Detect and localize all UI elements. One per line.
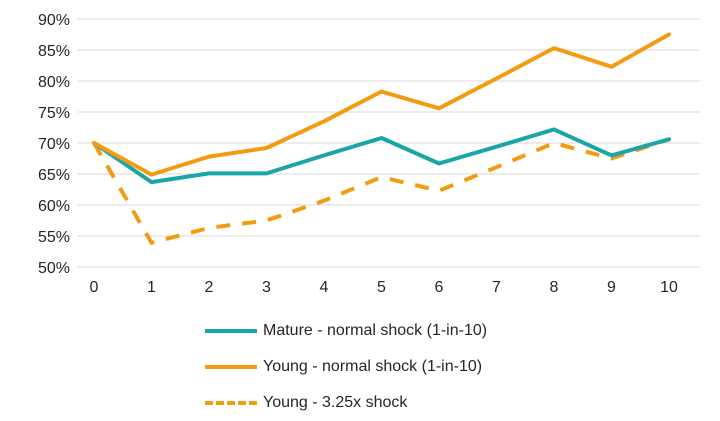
y-tick-label: 90% (38, 12, 70, 29)
x-tick-label: 1 (147, 279, 156, 296)
y-axis-tick-labels: 50% 55% 60% 65% 70% 75% 80% 85% 90% (38, 12, 70, 277)
legend-label-young-3x: Young - 3.25x shock (263, 394, 408, 411)
y-tick-label: 75% (38, 105, 70, 122)
legend-swatch-mature-normal (205, 329, 257, 333)
y-tick-label: 70% (38, 136, 70, 153)
series-line-1 (92, 32, 671, 177)
x-axis-tick-labels: 0 1 2 3 4 5 6 7 8 9 10 (90, 279, 678, 296)
series-line-0 (92, 127, 671, 185)
legend-swatch-young-normal (205, 365, 257, 369)
series-line-2 (92, 137, 670, 245)
legend-item-young-normal: Young - normal shock (1-in-10) (205, 349, 487, 385)
legend: Mature - normal shock (1-in-10) Young - … (205, 313, 487, 421)
x-tick-label: 0 (90, 279, 99, 296)
y-tick-label: 65% (38, 167, 70, 184)
x-tick-label: 4 (320, 279, 329, 296)
x-tick-label: 3 (262, 279, 271, 296)
y-tick-label: 60% (38, 198, 70, 215)
x-tick-label: 6 (435, 279, 444, 296)
x-tick-label: 9 (607, 279, 616, 296)
legend-item-mature-normal: Mature - normal shock (1-in-10) (205, 313, 487, 349)
legend-label-young-normal: Young - normal shock (1-in-10) (263, 358, 483, 375)
line-chart: 50% 55% 60% 65% 70% 75% 80% 85% 90% 0 1 2 3 4 5 6 7 8 9 10 (38, 12, 700, 296)
legend-label-mature-normal: Mature - normal shock (1-in-10) (263, 322, 488, 339)
legend-swatch-young-3x (205, 401, 257, 405)
y-tick-label: 55% (38, 229, 70, 246)
legend-item-young-3x: Young - 3.25x shock (205, 385, 487, 421)
series-lines (92, 32, 671, 245)
x-tick-label: 5 (377, 279, 386, 296)
x-tick-label: 8 (550, 279, 559, 296)
y-tick-label: 50% (38, 260, 70, 277)
x-tick-label: 7 (492, 279, 501, 296)
y-tick-label: 85% (38, 43, 70, 60)
x-tick-label: 10 (660, 279, 678, 296)
x-tick-label: 2 (205, 279, 214, 296)
y-tick-label: 80% (38, 74, 70, 91)
